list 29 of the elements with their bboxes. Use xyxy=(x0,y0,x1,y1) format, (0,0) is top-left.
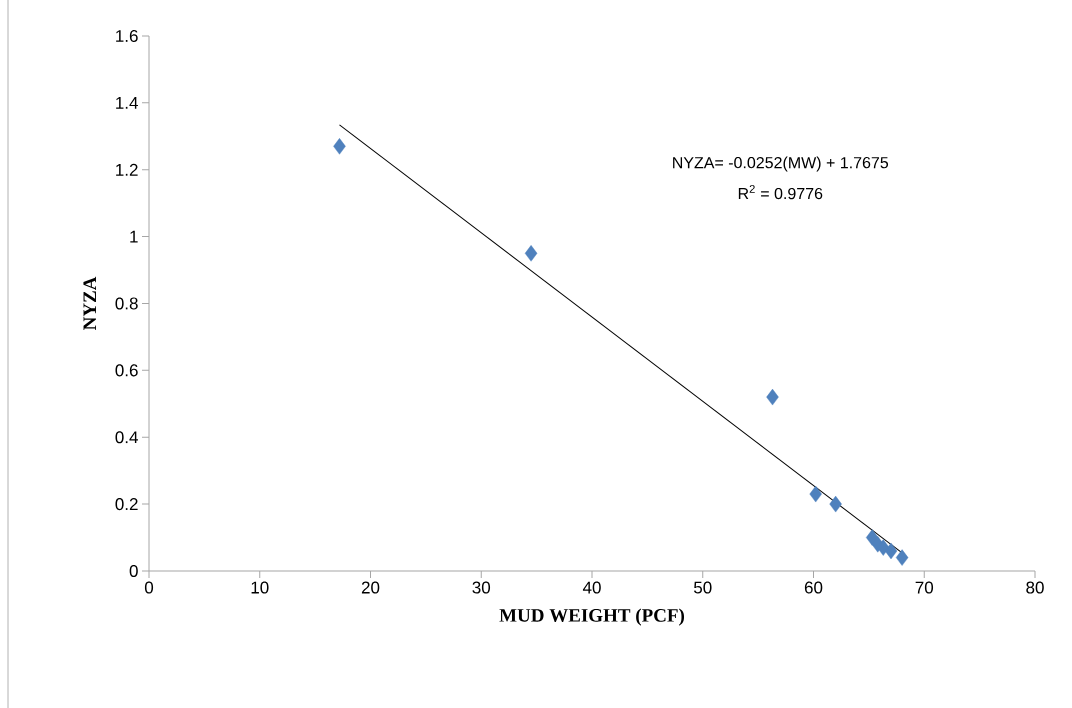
point xyxy=(829,495,842,513)
point xyxy=(766,388,779,406)
x-axis-title: MUD WEIGHT (PCF) xyxy=(499,608,685,626)
y-tick-label: 1.6 xyxy=(116,29,138,43)
y-tick-label: 0.6 xyxy=(115,364,138,377)
x-tick-label: 30 xyxy=(472,581,491,594)
point xyxy=(809,485,822,503)
x-tick-label: 40 xyxy=(582,581,601,594)
y-axis-title: NYZA xyxy=(83,276,96,331)
y-tick-label: 0.2 xyxy=(115,498,138,511)
x-tick-label: 10 xyxy=(251,581,269,594)
point xyxy=(895,549,909,566)
x-tick-label: 0 xyxy=(144,581,154,594)
point xyxy=(524,245,538,262)
y-tick-label: 0 xyxy=(129,564,138,578)
y-tick-label: 1.2 xyxy=(116,163,138,176)
y-tick-label: 0.4 xyxy=(115,431,138,444)
x-tick-label: 80 xyxy=(1026,581,1044,594)
y-tick-label: 0.8 xyxy=(115,297,138,310)
y-tick-label: 1 xyxy=(130,230,138,243)
annotation: R$^{2}$ = 0.9776 xyxy=(738,184,823,200)
y-tick-label: 1.4 xyxy=(116,97,138,109)
x-tick-label: 50 xyxy=(693,581,712,594)
point xyxy=(884,542,898,560)
x-tick-label: 60 xyxy=(804,581,823,594)
x-tick-label: 20 xyxy=(361,581,380,594)
x-tick-label: 70 xyxy=(915,581,934,594)
annotation: NYZA= -0.0252(MW) + 1.7675 xyxy=(673,156,889,172)
point xyxy=(333,138,346,155)
